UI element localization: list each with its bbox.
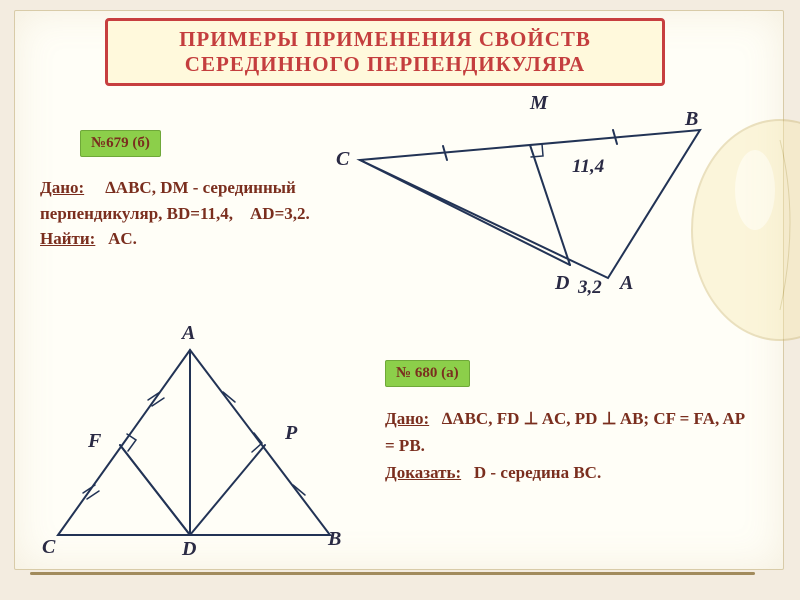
pt2-D: D (182, 538, 196, 561)
title-box: ПРИМЕРЫ ПРИМЕНЕНИЯ СВОЙСТВ СЕРЕДИННОГО П… (105, 18, 665, 86)
given-text-2: ∆ABC, FD ⊥ AC, PD ⊥ AB; CF = FA, AP = PB… (385, 409, 744, 455)
pt-C: C (336, 148, 349, 171)
problem1-text: Дано: ∆ABC, DM - серединный перпендикуля… (40, 175, 320, 252)
label-given-2: Дано: (385, 409, 429, 428)
pt-M: M (530, 92, 548, 115)
prove-text-2: D - середина BC. (474, 463, 601, 482)
problem2-text: Дано: ∆ABC, FD ⊥ AC, PD ⊥ AB; CF = FA, A… (385, 405, 745, 487)
pt-D: D (555, 272, 569, 295)
value-11-4: 11,4 (572, 156, 604, 178)
find-text-1: AC. (108, 229, 137, 248)
problem-badge-679b: №679 (б) (80, 130, 161, 157)
problem-badge-680a: № 680 (а) (385, 360, 470, 387)
pt2-F: F (88, 430, 101, 453)
value-3-2: 3,2 (578, 277, 602, 299)
label-prove-2: Доказать: (385, 463, 461, 482)
pt2-P: P (285, 422, 297, 445)
title-text: ПРИМЕРЫ ПРИМЕНЕНИЯ СВОЙСТВ СЕРЕДИННОГО П… (116, 27, 654, 77)
label-given-1: Дано: (40, 178, 84, 197)
pt-A: A (620, 272, 633, 295)
footer-rule (30, 572, 755, 575)
pt2-A: A (182, 322, 195, 345)
pt2-C: C (42, 536, 55, 559)
pt-B: B (685, 108, 698, 131)
label-find-1: Найти: (40, 229, 95, 248)
pt2-B: B (328, 528, 341, 551)
